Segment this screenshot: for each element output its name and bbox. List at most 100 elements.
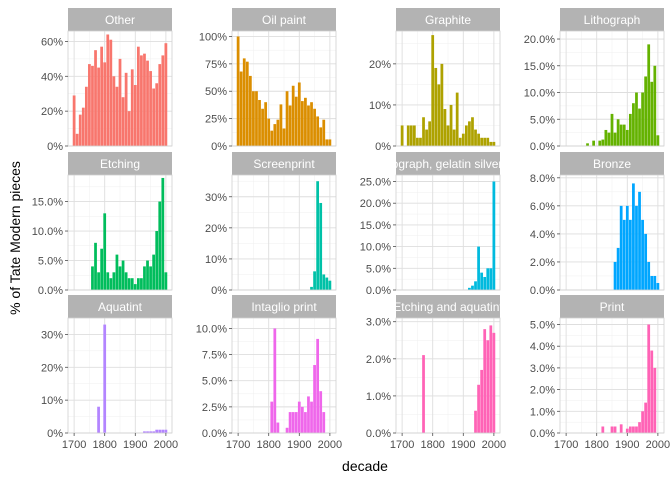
bar	[641, 219, 644, 290]
bar	[328, 139, 332, 146]
bar	[437, 84, 441, 146]
bar	[316, 338, 320, 433]
bar	[471, 285, 474, 290]
y-tick-label: 0.0%	[530, 141, 555, 153]
bar	[461, 133, 465, 146]
bar	[319, 202, 323, 290]
bar	[94, 242, 97, 290]
bar	[322, 119, 326, 146]
y-tick-label: 10%	[205, 254, 227, 266]
bar	[592, 140, 596, 146]
bar	[325, 139, 329, 146]
bar	[146, 260, 149, 290]
panel-border	[395, 30, 501, 147]
bar	[118, 58, 122, 147]
bar	[598, 140, 602, 146]
bar	[422, 117, 425, 146]
bar	[406, 125, 410, 146]
y-tick-label: 20.0%	[360, 198, 391, 210]
y-tick-label: 2.0%	[366, 354, 391, 366]
facet-title: Etching and aquatint	[393, 300, 503, 314]
bar	[152, 254, 156, 290]
bar	[625, 129, 629, 146]
bar	[483, 276, 487, 290]
bar	[653, 65, 657, 146]
x-tick-label: 1700	[554, 439, 578, 451]
bar	[416, 137, 419, 146]
bar	[106, 272, 110, 290]
bar	[419, 137, 422, 146]
x-tick-label: 1800	[584, 439, 608, 451]
bar	[164, 272, 168, 290]
x-axis-title: decade	[342, 458, 388, 474]
bar	[610, 113, 614, 146]
bar	[586, 143, 589, 146]
y-tick-label: 7.5%	[202, 350, 227, 362]
bar	[75, 133, 79, 146]
y-tick-label: 5.0%	[530, 114, 555, 126]
bar	[316, 116, 320, 146]
bar	[133, 284, 137, 290]
bar	[477, 133, 480, 146]
bar	[489, 141, 493, 146]
facet-title: Intaglio print	[251, 300, 317, 314]
bar	[158, 64, 162, 146]
panel-border	[231, 174, 337, 291]
bar	[464, 125, 468, 146]
bar	[94, 50, 97, 146]
facet-strip	[68, 295, 172, 318]
bar	[112, 272, 116, 290]
bar	[313, 271, 316, 290]
y-tick-label: 10.0%	[32, 226, 63, 238]
bar	[619, 205, 623, 290]
facet-title: Print	[600, 300, 625, 314]
bar	[285, 91, 289, 146]
bar	[155, 231, 159, 290]
y-tick-label: 4.0%	[530, 229, 555, 241]
bar	[261, 108, 264, 146]
bar	[641, 92, 644, 146]
bar	[304, 97, 307, 146]
y-tick-label: 3.0%	[530, 363, 555, 375]
bar	[316, 181, 320, 290]
bar	[294, 96, 298, 146]
x-tick-label: 2000	[318, 439, 342, 451]
bar	[149, 266, 152, 290]
panel-border	[395, 174, 501, 291]
bar	[474, 281, 477, 290]
facet-panel: Etching and aquatint 0.0% 1.0% 2.0% 3.0% 1700…	[366, 295, 506, 451]
bar	[471, 117, 474, 146]
y-tick-label: 4.0%	[530, 341, 555, 353]
bar	[100, 46, 104, 146]
bar	[492, 332, 496, 433]
y-tick-label: 10.0%	[360, 242, 391, 254]
bar	[273, 124, 277, 146]
bar	[650, 81, 654, 146]
x-tick-label: 1700	[390, 439, 414, 451]
bar	[480, 137, 484, 146]
bar	[276, 119, 280, 146]
y-tick-label: 5.0%	[366, 263, 391, 275]
bar	[103, 213, 107, 290]
y-tick-label: 2.0%	[530, 257, 555, 269]
facet-title: Other	[105, 13, 135, 27]
bar	[130, 278, 134, 290]
bar	[486, 340, 490, 433]
bar	[88, 64, 91, 146]
bar	[121, 97, 125, 146]
bar	[112, 76, 116, 146]
bar	[443, 109, 447, 146]
bar	[400, 125, 404, 146]
bar	[641, 411, 644, 433]
bar	[81, 107, 85, 146]
bar	[322, 412, 326, 433]
bar	[653, 367, 657, 433]
y-tick-label: 5.0%	[530, 320, 555, 332]
bar	[647, 261, 651, 290]
y-tick-label: 10.0%	[524, 88, 555, 100]
bar	[477, 384, 480, 433]
bar	[647, 44, 651, 146]
y-axis-title: % of Tate Modern pieces	[7, 161, 23, 315]
bar	[106, 34, 110, 146]
bar	[492, 181, 496, 290]
